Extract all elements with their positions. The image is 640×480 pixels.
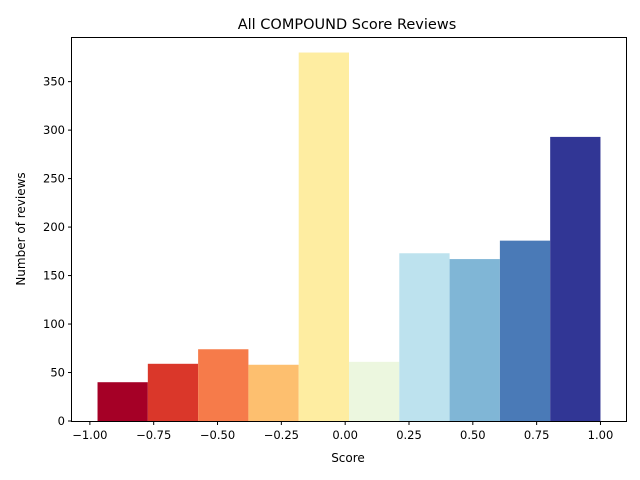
x-tick-label: 0.75 — [524, 428, 550, 442]
histogram-bar — [449, 259, 500, 421]
histogram-bar — [248, 364, 299, 421]
x-tick-label: −0.50 — [200, 428, 235, 442]
x-tick-label: −1.00 — [72, 428, 107, 442]
x-tick-label: 0.50 — [460, 428, 486, 442]
y-axis-ticks: 0 50 100 150 200 250 300 350 — [43, 75, 72, 428]
histogram-bar — [550, 136, 601, 422]
y-tick-label: 150 — [43, 269, 65, 283]
chart-title: All COMPOUND Score Reviews — [238, 17, 457, 33]
histogram-bar — [147, 363, 199, 421]
y-tick-label: 200 — [43, 220, 65, 234]
x-tick-label: −0.25 — [264, 428, 299, 442]
histogram-bar — [97, 382, 148, 421]
y-tick-label: 250 — [43, 172, 65, 186]
y-axis-label: Number of reviews — [14, 172, 28, 285]
y-tick-label: 350 — [43, 75, 65, 89]
y-tick-label: 50 — [50, 366, 65, 380]
x-axis-ticks: −1.00 −0.75 −0.50 −0.25 0.00 0.25 0.50 0.75 1.00 — [72, 421, 613, 442]
histogram-bar — [499, 240, 551, 421]
y-tick-label: 100 — [43, 317, 65, 331]
plot-frame — [71, 37, 627, 422]
x-tick-label: 0.00 — [332, 428, 358, 442]
x-axis-label: Score — [331, 451, 365, 465]
histogram-bar — [349, 361, 400, 421]
histogram-bar — [399, 253, 450, 421]
x-tick-label: 0.25 — [396, 428, 422, 442]
histogram-bar — [298, 52, 349, 421]
bars-group — [97, 52, 601, 422]
y-tick-label: 300 — [43, 123, 65, 137]
x-tick-label: 1.00 — [588, 428, 614, 442]
y-tick-label: 0 — [58, 414, 65, 428]
histogram-bar — [198, 349, 249, 421]
x-tick-label: −0.75 — [136, 428, 171, 442]
